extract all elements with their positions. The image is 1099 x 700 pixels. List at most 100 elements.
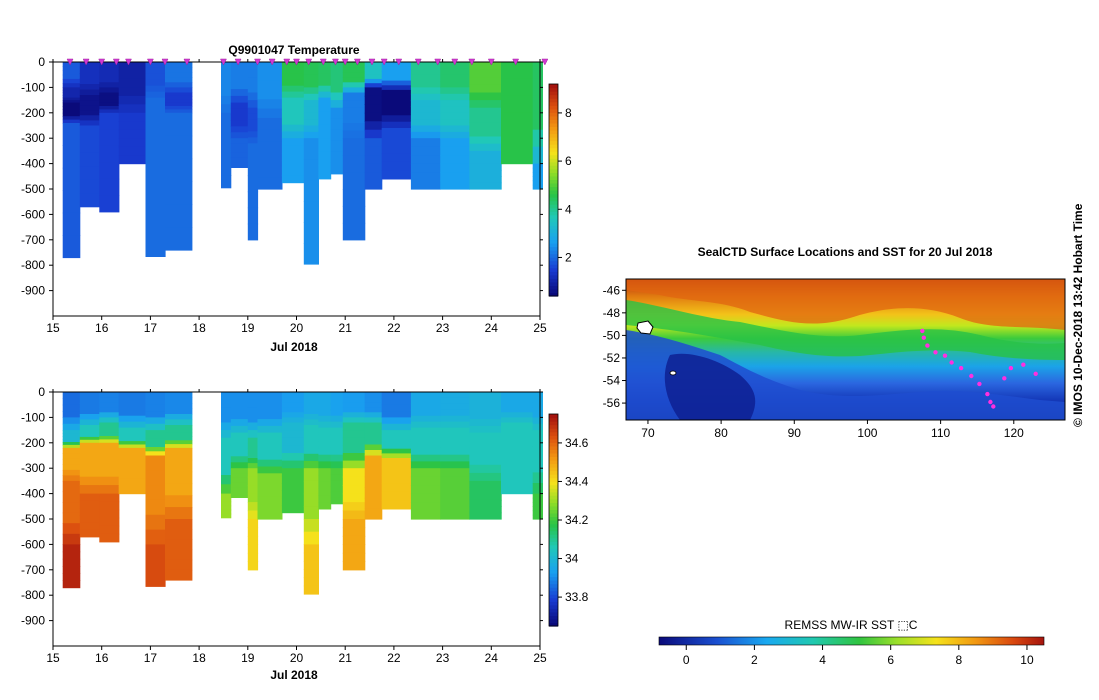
profile-cell: [221, 87, 232, 97]
profile-cell: [281, 475, 305, 484]
profile-cell: [381, 398, 412, 406]
profile-cell: [145, 544, 166, 552]
profile-cell: [381, 109, 412, 116]
profile-cell: [318, 427, 332, 435]
profile-cell: [330, 69, 344, 78]
profile-cell: [318, 409, 332, 417]
colorbar-segment: [549, 91, 558, 96]
profile-cell: [62, 469, 81, 476]
profile-cell: [532, 95, 543, 114]
profile-cell: [230, 392, 249, 400]
profile-cell: [501, 434, 534, 447]
profile-cell: [145, 67, 166, 75]
colorbar-segment: [549, 611, 558, 616]
profile-cell: [532, 506, 543, 512]
profile-cell: [410, 397, 441, 405]
seal-location: [988, 399, 993, 405]
x-tick-label: 21: [339, 651, 353, 665]
profile-cell: [469, 412, 502, 420]
profile-column: [501, 62, 534, 165]
profile-cell: [469, 456, 502, 466]
x-axis-label: Jul 2018: [270, 340, 318, 354]
profile-cell: [318, 441, 332, 449]
profile-cell: [364, 78, 383, 84]
profile-cell: [440, 447, 470, 456]
profile-cell: [381, 136, 412, 146]
profile-cell: [410, 427, 441, 435]
profile-cell: [99, 112, 120, 130]
profile-cell: [440, 434, 470, 442]
profile-cell: [281, 111, 305, 119]
colorbar-segment: [549, 288, 558, 294]
profile-cell: [303, 87, 319, 95]
profile-cell: [221, 137, 232, 151]
sst-colorbar-label: REMSS MW-IR SST ⬚C: [785, 618, 918, 632]
profile-cell: [230, 126, 249, 133]
profile-cell: [330, 447, 344, 456]
profile-cell: [410, 421, 441, 429]
profile-cell: [281, 437, 305, 446]
seal-track: [920, 328, 1038, 409]
colorbar-segment: [549, 218, 558, 223]
profile-cell: [303, 531, 319, 545]
colorbar-segment: [549, 165, 558, 170]
sst-colorbar-tick-label: 4: [819, 653, 826, 667]
profile-column: [79, 62, 100, 208]
profile-cell: [247, 107, 259, 115]
profile-cell: [230, 492, 249, 498]
profile-cell: [257, 453, 283, 461]
profile-cell: [303, 577, 319, 587]
profile-cell: [79, 436, 100, 441]
profile-cell: [79, 125, 100, 140]
profile-cell: [342, 155, 366, 173]
colorbar-segment: [549, 523, 558, 528]
profile-cell: [221, 484, 232, 495]
profile-cell: [364, 66, 383, 71]
profile-cell: [99, 442, 120, 452]
profile-cell: [281, 97, 305, 105]
y-tick-label: -300: [21, 131, 45, 145]
x-tick-label: 20: [290, 321, 304, 335]
profile-cell: [281, 131, 305, 139]
profile-cell: [118, 155, 147, 165]
profile-cell: [469, 136, 502, 145]
profile-cell: [62, 109, 81, 114]
profile-cell: [257, 511, 283, 520]
profile-cell: [257, 153, 283, 166]
profile-cell: [281, 397, 305, 403]
colorbar-segment: [549, 274, 558, 279]
profile-cell: [221, 422, 232, 431]
profile-cell: [257, 129, 283, 143]
profile-cell: [118, 146, 147, 156]
profile-cell: [330, 84, 344, 94]
profile-cell: [165, 436, 193, 441]
profile-cell: [303, 461, 319, 469]
colorbar-segment: [549, 119, 558, 124]
profile-cell: [532, 497, 543, 503]
profile-marker: [512, 58, 520, 66]
profile-cell: [410, 447, 441, 456]
profile-cell: [410, 68, 441, 76]
profile-cell: [165, 495, 193, 508]
profile-cell: [281, 145, 305, 154]
profile-cell: [165, 419, 193, 426]
profile-cell: [303, 119, 319, 127]
profile-cell: [79, 459, 100, 469]
profile-cell: [410, 119, 441, 127]
profile-cell: [342, 527, 366, 537]
colorbar-segment: [549, 488, 558, 493]
profile-cell: [62, 66, 81, 71]
profile-cell: [440, 427, 470, 435]
profile-cell: [145, 470, 166, 486]
profile-cell: [303, 62, 319, 69]
profile-column: [318, 62, 332, 180]
profile-cell: [247, 407, 259, 416]
profile-cell: [281, 402, 305, 408]
profile-cell: [62, 112, 81, 117]
profile-cell: [440, 131, 470, 139]
profile-cell: [330, 151, 344, 164]
profile-cell: [99, 422, 120, 427]
profile-cell: [165, 158, 193, 182]
profile-cell: [99, 195, 120, 213]
profile-cell: [364, 95, 383, 105]
